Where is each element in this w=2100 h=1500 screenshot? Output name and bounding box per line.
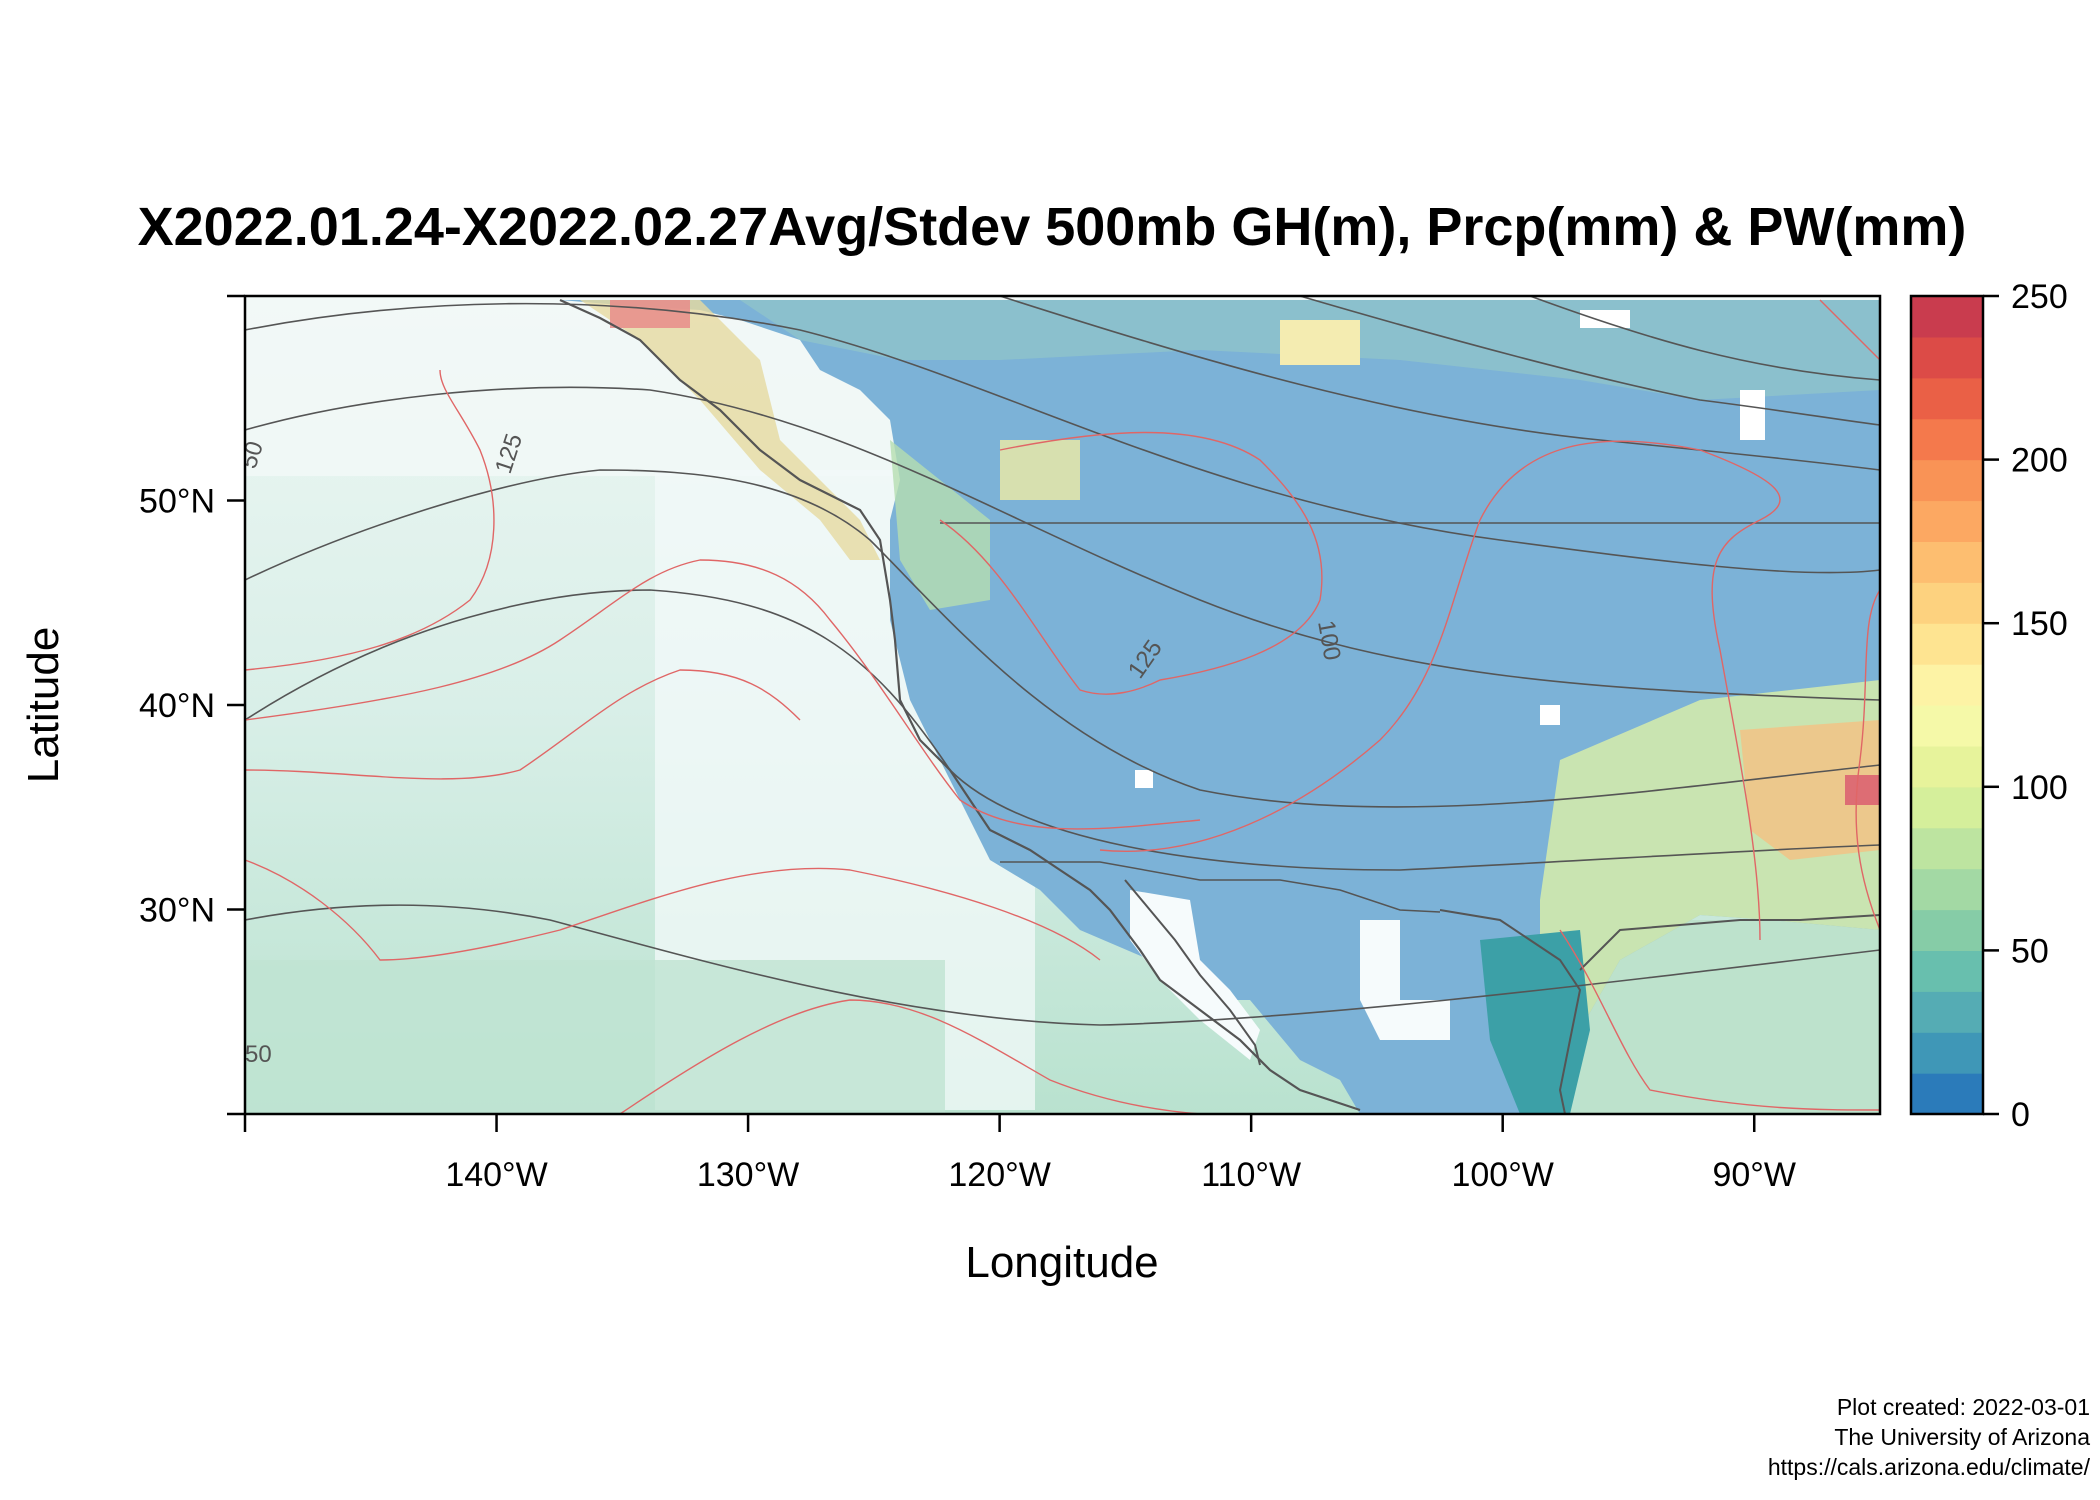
- colorbar-swatch: [1911, 705, 1983, 747]
- x-tick-label: 90°W: [1712, 1156, 1796, 1194]
- gh-contour-5: [245, 904, 1880, 1026]
- x-tick-label: 110°W: [1201, 1156, 1301, 1194]
- stdev-contour-8: [1855, 589, 1880, 931]
- x-tick-label: 120°W: [948, 1156, 1050, 1194]
- gh-contour-8: [1529, 296, 1880, 381]
- stdev-contour-3: [245, 669, 801, 780]
- gh-contour-1: [245, 302, 1880, 574]
- y-axis-label: Latitude: [19, 627, 68, 784]
- y-tick-label: 40°N: [139, 687, 215, 725]
- colorbar-swatch: [1911, 991, 1983, 1033]
- colorbar-swatch: [1911, 582, 1983, 624]
- credit-org: The University of Arizona: [1834, 1424, 2090, 1450]
- colorbar-swatch: [1911, 950, 1983, 992]
- y-tick-label: 30°N: [139, 892, 215, 930]
- map-title: X2022.01.24-X2022.02.27Avg/Stdev 500mb G…: [138, 197, 1967, 257]
- colorbar-tick-label: 200: [2011, 442, 2068, 480]
- colorbar-frame: [1909, 294, 1985, 1116]
- no-data-baja: [1130, 890, 1260, 1060]
- precip-wet-cell-bc: [610, 300, 690, 328]
- gh-contour-2: [245, 386, 1880, 701]
- colorbar-swatch: [1911, 296, 1983, 338]
- south-texas-low-precip: [1480, 930, 1590, 1114]
- contour-label-50-south: 50: [245, 1041, 272, 1068]
- stdev-contour-5: [619, 999, 1201, 1114]
- gh-contour-3: [245, 469, 1880, 808]
- precip-wet-cell-yukon: [1280, 320, 1360, 365]
- colorbar-swatch: [1911, 500, 1983, 542]
- map-plot-area: 125 125 100 50 50: [235, 296, 1880, 1114]
- x-axis-label: Longitude: [965, 1238, 1158, 1287]
- ocean-pw-band-south: [245, 960, 945, 1114]
- us-mexico-border: [1000, 861, 1441, 913]
- precip-max-cell: [1845, 775, 1880, 805]
- no-data-mexico: [1360, 920, 1450, 1040]
- contour-label-50-north: 50: [235, 438, 269, 472]
- credit-created: Plot created: 2022-03-01: [1836, 1394, 2090, 1420]
- precip-wet-cell-interior: [1000, 440, 1080, 500]
- colorbar-swatch: [1911, 909, 1983, 951]
- stdev-contour-2: [245, 559, 1201, 830]
- y-tick-label: 50°N: [139, 483, 215, 521]
- colorbar-swatch: [1911, 745, 1983, 788]
- no-data-cell-hudson: [1740, 390, 1765, 440]
- colorbar-swatch: [1911, 827, 1983, 870]
- colorbar-tick-label: 250: [2011, 278, 2068, 316]
- y-axis-ticks: 50°N 40°N 30°N: [139, 294, 245, 1116]
- gh-contours: [245, 296, 1880, 1026]
- colorbar-swatch: [1911, 623, 1983, 665]
- x-axis-ticks: 140°W 130°W 120°W 110°W 100°W 90°W: [243, 1114, 1796, 1194]
- colorbar-swatch: [1911, 1073, 1983, 1115]
- colorbar-swatch: [1911, 541, 1983, 583]
- colorbar: 250 200 150 100 50 0: [1909, 278, 2068, 1134]
- stdev-contour-4: [245, 859, 1101, 961]
- colorbar-swatch: [1911, 418, 1983, 461]
- no-data-cell-socal: [1135, 770, 1153, 788]
- colorbar-tick-label: 150: [2011, 605, 2068, 643]
- gh-contour-6: [999, 296, 1880, 471]
- colorbar-tick-label: 100: [2011, 769, 2068, 807]
- colorbar-tick-label: 50: [2011, 932, 2049, 970]
- colorbar-swatch: [1911, 868, 1983, 911]
- colorbar-swatch: [1911, 459, 1983, 502]
- coastal-wet-bc: [580, 300, 880, 560]
- no-data-cell-nevada: [1540, 705, 1560, 725]
- x-tick-label: 140°W: [445, 1156, 547, 1194]
- baja-coastline: [1124, 879, 1261, 1066]
- gh-contour-4: [245, 589, 1880, 871]
- stdev-contour-6: [939, 431, 1323, 695]
- colorbar-swatch: [1911, 377, 1983, 420]
- no-data-cell-north: [1580, 310, 1630, 328]
- gh-contour-7: [1299, 296, 1880, 426]
- coastline: [559, 298, 1361, 1112]
- colorbar-swatch: [1911, 1032, 1983, 1074]
- stdev-contour-10: [1559, 929, 1880, 1111]
- colorbar-swatch: [1911, 336, 1983, 379]
- colorbar-swatch: [1911, 664, 1983, 706]
- gulf-coastline: [1439, 909, 1880, 1114]
- stdev-contour-9: [1819, 299, 1880, 361]
- stdev-contour-7: [1099, 440, 1781, 941]
- colorbar-tick-label: 0: [2011, 1096, 2030, 1134]
- x-tick-label: 130°W: [697, 1156, 799, 1194]
- coastal-wet-pnw: [890, 440, 990, 610]
- credit-url: https://cals.arizona.edu/climate/: [1767, 1454, 2090, 1480]
- colorbar-swatch: [1911, 786, 1983, 829]
- x-tick-label: 100°W: [1451, 1156, 1553, 1194]
- land-precip-east-max: [1740, 720, 1880, 860]
- stdev-contour-1: [245, 369, 495, 671]
- stdev-contours: [245, 299, 1880, 1114]
